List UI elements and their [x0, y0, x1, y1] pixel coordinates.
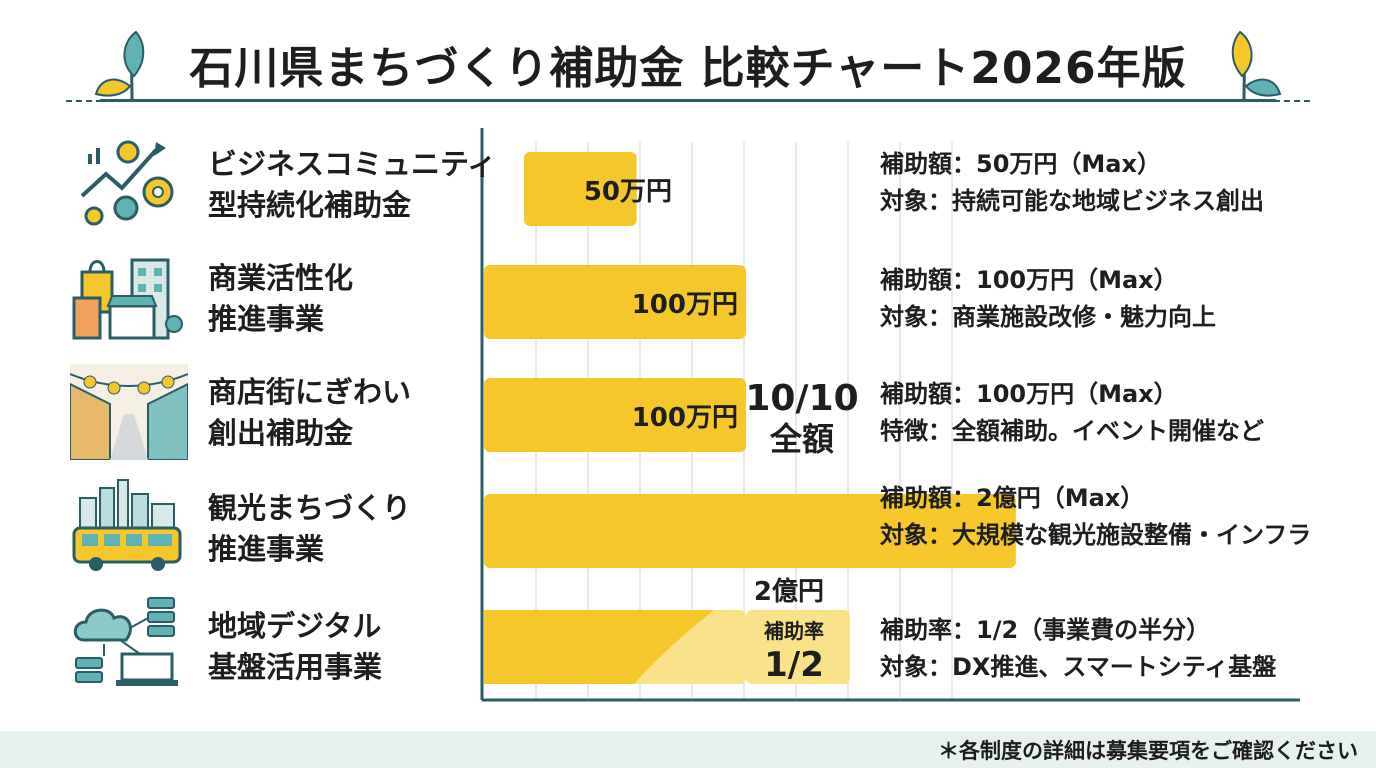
annotation-ratio: 10/10: [745, 378, 858, 419]
annotation-rate-value: 1/2: [764, 645, 824, 685]
bar: [484, 265, 746, 339]
city-bus-icon: [72, 479, 182, 571]
bar: [484, 378, 746, 452]
footer-bar: ＊各制度の詳細は募集要項をご確認ください: [0, 731, 1376, 768]
growth-gears-icon: [80, 140, 174, 226]
annotation-box: [746, 610, 850, 684]
right-leaf-icon: [1231, 30, 1282, 101]
bar-value-label: 100万円: [632, 403, 738, 433]
row-details-tourism-town: 補助額：2億円（Max） 対象：大規模な観光施設整備・インフラ: [880, 484, 1312, 549]
row-label-commercial-revitalization: 商業活性化 推進事業: [208, 261, 354, 336]
page-title: 石川県まちづくり補助金 比較チャート2026年版: [189, 43, 1187, 94]
annotation-rate-label: 補助率: [763, 619, 824, 643]
footer-note: ＊各制度の詳細は募集要項をご確認ください: [938, 739, 1358, 763]
bar: [484, 494, 1016, 568]
row-details-business-community: 補助額：50万円（Max） 対象：持続可能な地域ビジネス創出: [880, 150, 1264, 215]
cloud-network-icon: [73, 597, 178, 686]
shopping-street-icon: [70, 364, 188, 460]
title-underline: [100, 99, 1276, 102]
left-leaf-icon: [94, 30, 145, 101]
bar-value-label: 50万円: [584, 177, 672, 207]
bar-value-label: 2億円: [754, 577, 824, 607]
row-details-regional-digital: 補助率：1/2（事業費の半分） 対象：DX推進、スマートシティ基盤: [880, 616, 1277, 681]
bar-value-label: 100万円: [632, 290, 738, 320]
row-label-shopping-street: 商店街にぎわい 創出補助金: [208, 375, 412, 450]
row-label-tourism-town: 観光まちづくり 推進事業: [208, 491, 412, 566]
row-details-commercial-revitalization: 補助額：100万円（Max） 対象：商業施設改修・魅力向上: [880, 266, 1216, 331]
row-label-business-community: ビジネスコミュニティ 型持続化補助金: [208, 147, 497, 222]
row-label-regional-digital: 地域デジタル 基盤活用事業: [208, 609, 383, 684]
row-details-shopping-street: 補助額：100万円（Max） 特徴：全額補助。イベント開催など: [880, 380, 1264, 445]
bar: [524, 152, 637, 226]
shop-building-icon: [72, 258, 183, 340]
bar-highlight: [484, 610, 714, 684]
annotation-full-amount: 全額: [769, 420, 834, 458]
